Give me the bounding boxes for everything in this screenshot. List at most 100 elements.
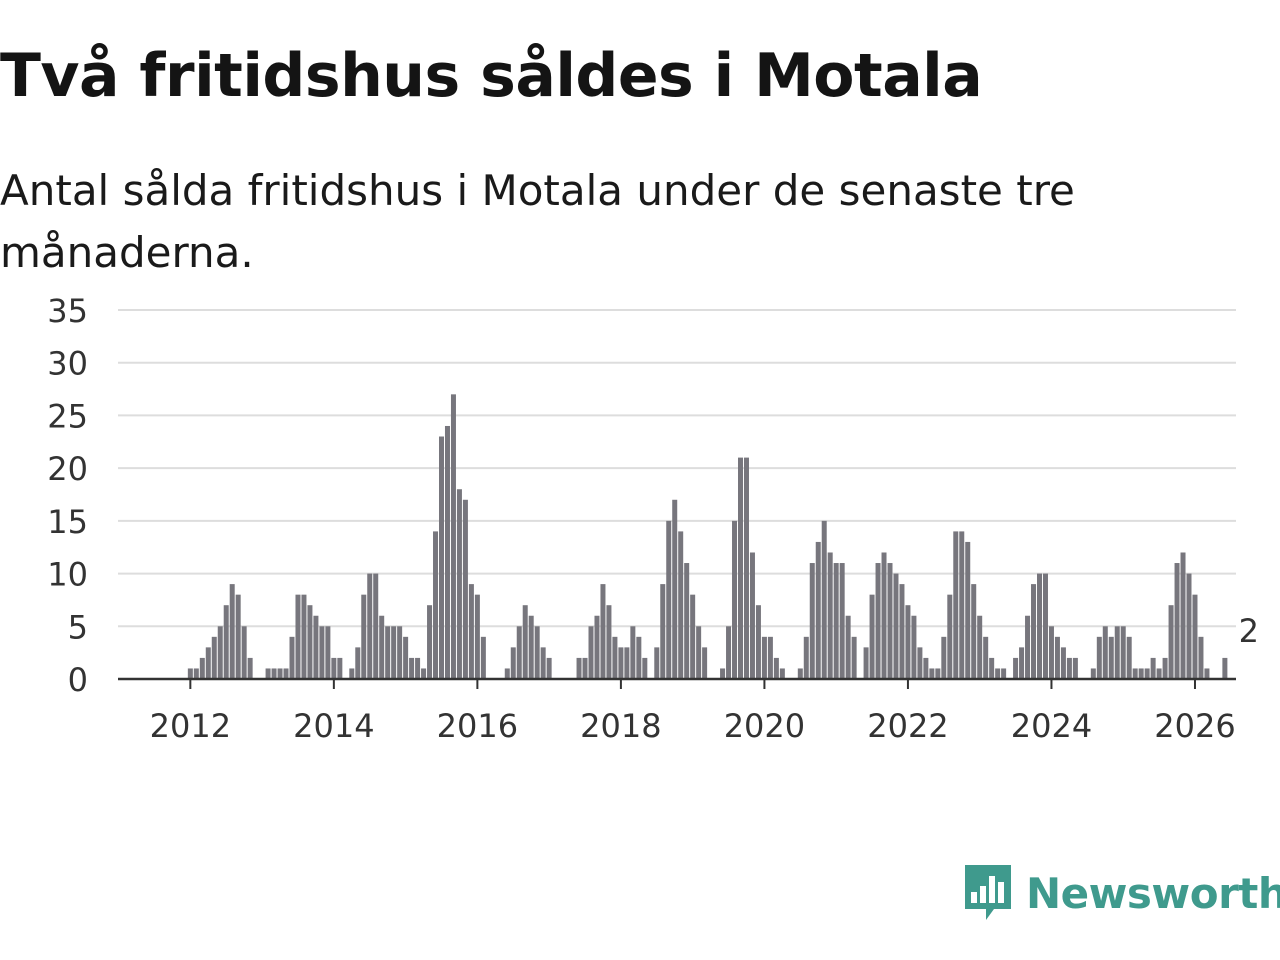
- bar: [1090, 668, 1096, 679]
- bar: [696, 626, 702, 679]
- newsworthy-logo[interactable]: Newsworthy: [962, 862, 1280, 924]
- bar: [726, 626, 732, 679]
- bar: [941, 636, 947, 679]
- bar: [1150, 657, 1156, 679]
- bar: [821, 520, 827, 679]
- bar: [391, 626, 397, 679]
- bar: [612, 636, 618, 679]
- bar: [1120, 626, 1126, 679]
- bar: [959, 531, 965, 679]
- bar: [361, 594, 367, 679]
- bar: [732, 520, 738, 679]
- bar: [421, 668, 427, 679]
- bar: [397, 626, 403, 679]
- data-label-latest: 2: [1239, 612, 1259, 650]
- bar: [923, 657, 929, 679]
- bar: [755, 605, 761, 679]
- bar: [911, 615, 917, 679]
- bar: [528, 615, 534, 679]
- bar: [833, 563, 839, 679]
- bar: [971, 584, 977, 679]
- bar: [1174, 563, 1180, 679]
- bar: [827, 552, 833, 679]
- bar: [743, 457, 749, 679]
- bar: [588, 626, 594, 679]
- bar: [839, 563, 845, 679]
- bar: [1180, 552, 1186, 679]
- y-tick-label: 0: [68, 661, 88, 699]
- x-tick-label: 2016: [437, 707, 518, 745]
- bar: [1192, 594, 1198, 679]
- bar: [516, 626, 522, 679]
- bar: [797, 668, 803, 679]
- bar: [301, 594, 307, 679]
- bar: [1031, 584, 1037, 679]
- bar: [1144, 668, 1150, 679]
- x-tick-label: 2022: [867, 707, 948, 745]
- bar: [235, 594, 241, 679]
- bar: [319, 626, 325, 679]
- annotations: 2: [1239, 612, 1259, 650]
- x-tick-label: 2014: [293, 707, 374, 745]
- bar: [313, 615, 319, 679]
- bar: [217, 626, 223, 679]
- bar: [534, 626, 540, 679]
- brand-name: Newsworthy: [1026, 868, 1280, 918]
- bar: [1037, 573, 1042, 679]
- bar: [283, 668, 289, 679]
- bar: [660, 584, 666, 679]
- bar: [720, 668, 726, 679]
- x-axis-tick-labels: 2012 2014 2016 2018 2020 2022 2024 2026: [150, 707, 1236, 745]
- bar: [815, 541, 821, 679]
- bar: [642, 657, 648, 679]
- y-tick-label: 35: [47, 292, 88, 330]
- bar: [349, 668, 355, 679]
- bar: [1054, 636, 1060, 679]
- bar: [654, 647, 660, 679]
- x-tick-label: 2026: [1154, 707, 1235, 745]
- bar: [851, 636, 857, 679]
- bar: [606, 605, 612, 679]
- bar: [241, 626, 247, 679]
- bar: [433, 531, 439, 679]
- y-tick-label: 10: [47, 556, 88, 594]
- x-tick-label: 2020: [724, 707, 805, 745]
- bar: [917, 647, 923, 679]
- bar: [1025, 615, 1031, 679]
- y-tick-label: 20: [47, 450, 88, 488]
- bar: [1072, 657, 1078, 679]
- bar: [271, 668, 277, 679]
- bar: [863, 647, 869, 679]
- bar: [618, 647, 624, 679]
- bar: [1019, 647, 1025, 679]
- bar: [385, 626, 391, 679]
- bar: [223, 605, 229, 679]
- x-tick-label: 2012: [150, 707, 231, 745]
- bar: [193, 668, 199, 679]
- bar: [1066, 657, 1072, 679]
- bar: [582, 657, 588, 679]
- bars: [187, 394, 1228, 679]
- bar: [600, 584, 606, 679]
- bar: [905, 605, 911, 679]
- bar: [869, 594, 875, 679]
- bar: [247, 657, 253, 679]
- bar: [403, 636, 409, 679]
- bar: [427, 605, 433, 679]
- bar: [546, 657, 552, 679]
- bar: [439, 436, 444, 679]
- bar: [468, 584, 474, 679]
- x-tick-label: 2018: [580, 707, 661, 745]
- bar: [672, 499, 678, 679]
- bar: [965, 541, 971, 679]
- x-axis: [118, 677, 1236, 689]
- bar: [265, 668, 271, 679]
- chart-title: Två fritidshus såldes i Motala: [0, 41, 983, 111]
- bar: [1138, 668, 1144, 679]
- bar: [1198, 636, 1204, 679]
- bar: [307, 605, 313, 679]
- bar: [678, 531, 684, 679]
- bar: [953, 531, 959, 679]
- bar: [289, 636, 295, 679]
- newsworthy-logo-icon: [965, 865, 1011, 920]
